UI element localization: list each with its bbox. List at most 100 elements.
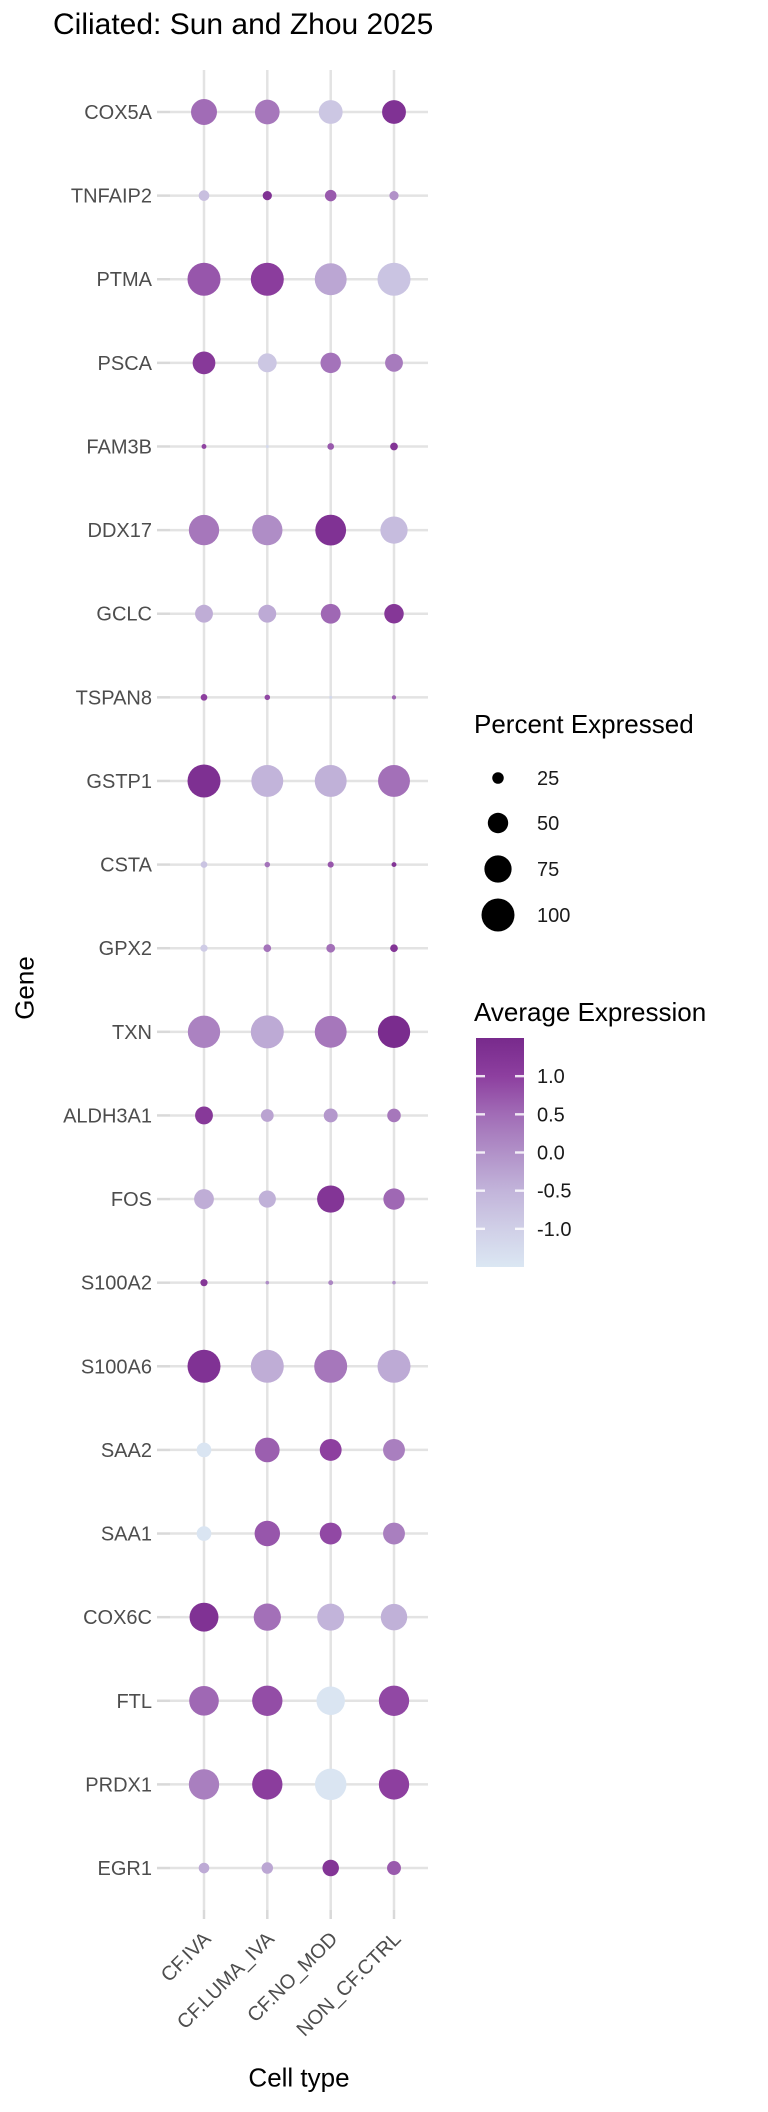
gene-label: FTL (116, 1691, 152, 1713)
dot-DDX17-CF.IVA (188, 514, 220, 546)
gene-label: FAM3B (86, 436, 152, 458)
dot-SAA1-NON_CF.CTRL (383, 1522, 405, 1545)
dot-ALDH3A1-CF.LUMA_IVA (260, 1109, 274, 1122)
dot-TNFAIP2-CF.LUMA_IVA (262, 191, 272, 201)
dot-COX5A-CF.LUMA_IVA (254, 99, 280, 125)
dot-COX6C-CF.NO_MOD (317, 1603, 345, 1631)
gene-label: COX5A (84, 102, 152, 124)
dot-S100A6-CF.LUMA_IVA (250, 1349, 284, 1383)
dot-TNFAIP2-NON_CF.CTRL (389, 191, 399, 201)
dot-ALDH3A1-CF.NO_MOD (323, 1108, 338, 1123)
dot-S100A2-NON_CF.CTRL (392, 1280, 396, 1285)
celltype-label: CF.IVA (157, 1928, 216, 1987)
gene-label: SAA1 (101, 1524, 152, 1546)
gene-label: PTMA (96, 269, 152, 291)
y-axis-title: Gene (9, 956, 40, 1020)
dot-TXN-CF.LUMA_IVA (250, 1015, 284, 1049)
colorbar-label: 0.5 (537, 1104, 565, 1126)
colorbar-label: 0.0 (537, 1143, 565, 1165)
dot-TNFAIP2-CF.IVA (198, 190, 210, 201)
dot-DDX17-CF.NO_MOD (315, 514, 347, 546)
dot-PTMA-CF.NO_MOD (314, 263, 347, 296)
dot-GPX2-NON_CF.CTRL (390, 944, 398, 953)
gene-label: ALDH3A1 (63, 1105, 152, 1127)
dot-COX6C-CF.IVA (189, 1602, 219, 1632)
gene-label: COX6C (83, 1607, 152, 1629)
size-legend-dot (484, 855, 512, 883)
dot-GSTP1-CF.NO_MOD (314, 765, 347, 797)
dot-EGR1-CF.IVA (198, 1862, 210, 1874)
dot-PRDX1-CF.NO_MOD (314, 1768, 347, 1801)
dot-GPX2-CF.NO_MOD (326, 943, 336, 953)
dot-FOS-CF.IVA (194, 1189, 214, 1209)
dot-CSTA-CF.NO_MOD (327, 861, 334, 868)
dot-TXN-NON_CF.CTRL (377, 1015, 411, 1048)
dot-SAA2-CF.NO_MOD (319, 1438, 342, 1461)
dot-FTL-CF.NO_MOD (316, 1686, 345, 1716)
dot-GSTP1-CF.IVA (187, 764, 221, 798)
dot-PSCA-CF.LUMA_IVA (257, 353, 277, 373)
dot-SAA2-CF.IVA (196, 1442, 212, 1458)
dot-PTMA-CF.IVA (187, 262, 221, 296)
dot-DDX17-NON_CF.CTRL (380, 516, 408, 544)
dot-TXN-CF.IVA (187, 1015, 221, 1048)
dot-GSTP1-CF.LUMA_IVA (251, 765, 284, 797)
dot-COX5A-NON_CF.CTRL (382, 100, 406, 124)
gene-label: TNFAIP2 (71, 186, 152, 208)
dot-GCLC-NON_CF.CTRL (384, 603, 404, 624)
gene-label: DDX17 (88, 520, 152, 542)
dot-EGR1-CF.NO_MOD (322, 1859, 339, 1877)
gene-label: TSPAN8 (76, 687, 152, 709)
dot-SAA1-CF.NO_MOD (319, 1522, 342, 1545)
dot-PSCA-CF.IVA (192, 351, 216, 375)
dot-COX6C-NON_CF.CTRL (380, 1603, 408, 1631)
dot-SAA1-CF.LUMA_IVA (254, 1520, 281, 1547)
gene-label: PRDX1 (85, 1774, 152, 1796)
dot-PTMA-CF.LUMA_IVA (250, 262, 284, 296)
dot-FTL-NON_CF.CTRL (378, 1685, 410, 1716)
dot-PRDX1-NON_CF.CTRL (378, 1769, 410, 1800)
size-legend-dot (481, 898, 515, 932)
gene-label: TXN (112, 1022, 152, 1044)
dot-GSTP1-NON_CF.CTRL (378, 765, 410, 797)
gene-label: EGR1 (98, 1858, 152, 1880)
dot-FTL-CF.IVA (189, 1685, 219, 1716)
dot-GPX2-CF.LUMA_IVA (263, 944, 272, 953)
dot-PRDX1-CF.LUMA_IVA (252, 1769, 283, 1800)
dot-FAM3B-CF.NO_MOD (327, 443, 335, 450)
dot-SAA2-CF.LUMA_IVA (254, 1437, 280, 1463)
colorbar-tick (476, 1074, 485, 1078)
gene-label: S100A6 (81, 1356, 152, 1378)
colorbar-tick (476, 1113, 485, 1116)
dot-TXN-CF.NO_MOD (314, 1015, 347, 1048)
dot-CSTA-CF.LUMA_IVA (264, 861, 271, 868)
dot-COX5A-CF.NO_MOD (318, 100, 343, 124)
size-legend-dot (492, 772, 504, 784)
dot-FAM3B-CF.IVA (201, 444, 207, 449)
dot-PSCA-CF.NO_MOD (320, 352, 341, 374)
dot-EGR1-NON_CF.CTRL (387, 1861, 401, 1875)
gene-label: SAA2 (101, 1440, 152, 1462)
dot-ALDH3A1-NON_CF.CTRL (387, 1108, 401, 1123)
gene-label: GPX2 (99, 938, 152, 960)
dot-TSPAN8-CF.IVA (200, 694, 208, 701)
dot-EGR1-CF.LUMA_IVA (261, 1862, 274, 1874)
dot-FAM3B-CF.LUMA_IVA (265, 444, 269, 448)
dot-S100A2-CF.IVA (200, 1279, 208, 1287)
dot-TSPAN8-CF.NO_MOD (329, 695, 333, 699)
dot-GPX2-CF.IVA (200, 944, 208, 952)
dot-FAM3B-NON_CF.CTRL (390, 442, 398, 451)
size-legend-title: Percent Expressed (474, 709, 694, 739)
dot-FOS-NON_CF.CTRL (383, 1188, 405, 1210)
chart-title: Ciliated: Sun and Zhou 2025 (53, 8, 434, 41)
dot-DDX17-CF.LUMA_IVA (252, 514, 283, 546)
colorbar-tick (515, 1151, 524, 1154)
colorbar-label: -1.0 (537, 1219, 571, 1241)
gene-label: GSTP1 (86, 771, 152, 793)
dot-S100A6-CF.IVA (187, 1349, 221, 1383)
dot-CSTA-NON_CF.CTRL (391, 862, 397, 868)
dot-ALDH3A1-CF.IVA (195, 1106, 213, 1125)
colorbar-tick (515, 1074, 524, 1078)
dot-GCLC-CF.NO_MOD (320, 603, 341, 624)
